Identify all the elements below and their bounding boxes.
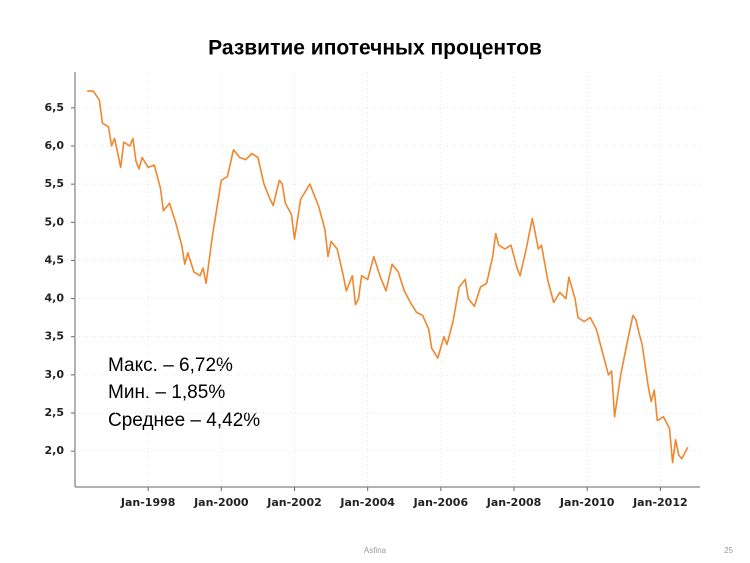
chart-title: Развитие ипотечных процентов xyxy=(208,37,542,60)
annotation: Среднее – 4,42% xyxy=(108,410,260,431)
x-tick-label: Jan-1998 xyxy=(120,496,176,509)
page-number: 25 xyxy=(724,546,733,555)
footer-source: Asfina xyxy=(364,546,387,555)
y-tick-label: 5,0 xyxy=(45,215,65,228)
y-tick-label: 3,0 xyxy=(45,368,65,381)
annotation: Мин. – 1,85% xyxy=(108,382,225,403)
annotation: Макс. – 6,72% xyxy=(108,355,233,376)
y-tick-label: 5,5 xyxy=(45,177,65,190)
y-tick-label: 4,5 xyxy=(45,253,65,266)
data-line xyxy=(87,90,689,464)
y-tick-label: 2,5 xyxy=(45,406,65,419)
x-tick-label: Jan-2008 xyxy=(486,496,542,509)
x-tick-label: Jan-2012 xyxy=(632,496,688,509)
y-tick-label: 2,0 xyxy=(45,444,65,457)
y-tick-label: 4,0 xyxy=(45,292,65,305)
x-tick-label: Jan-2002 xyxy=(266,496,322,509)
y-tick-label: 3,5 xyxy=(45,330,65,343)
x-tick-label: Jan-2006 xyxy=(413,496,469,509)
y-tick-label: 6,0 xyxy=(45,139,65,152)
x-tick-label: Jan-2010 xyxy=(559,496,615,509)
y-tick-label: 6,5 xyxy=(45,101,65,114)
x-tick-label: Jan-2000 xyxy=(193,496,249,509)
x-tick-label: Jan-2004 xyxy=(339,496,395,509)
